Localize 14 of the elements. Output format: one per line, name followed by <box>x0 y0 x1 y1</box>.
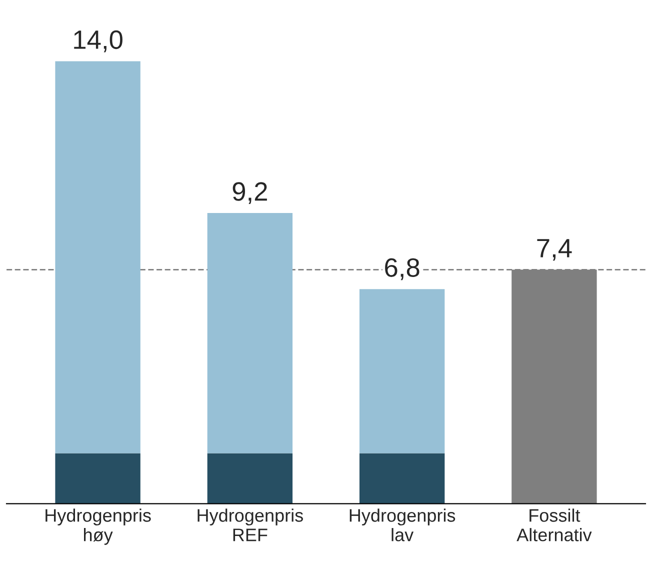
bar <box>207 453 293 504</box>
x-tick-label: Hydrogenpris høy <box>46 508 151 545</box>
annotation: 7,4 <box>537 239 572 261</box>
x-tick-label: Hydrogenpris REF <box>198 508 303 542</box>
bar <box>55 61 140 454</box>
annotation: 9,2 <box>232 182 267 204</box>
bar <box>359 289 445 454</box>
x-tick-label: Hydrogenpris lav <box>350 508 456 542</box>
bar <box>207 213 293 454</box>
x-tick-label: Fossilt Alternativ <box>516 508 592 542</box>
bar <box>359 453 445 504</box>
bar <box>55 453 140 504</box>
annotation: 6,8 <box>385 258 420 280</box>
annotation: 14,0 <box>74 30 122 52</box>
